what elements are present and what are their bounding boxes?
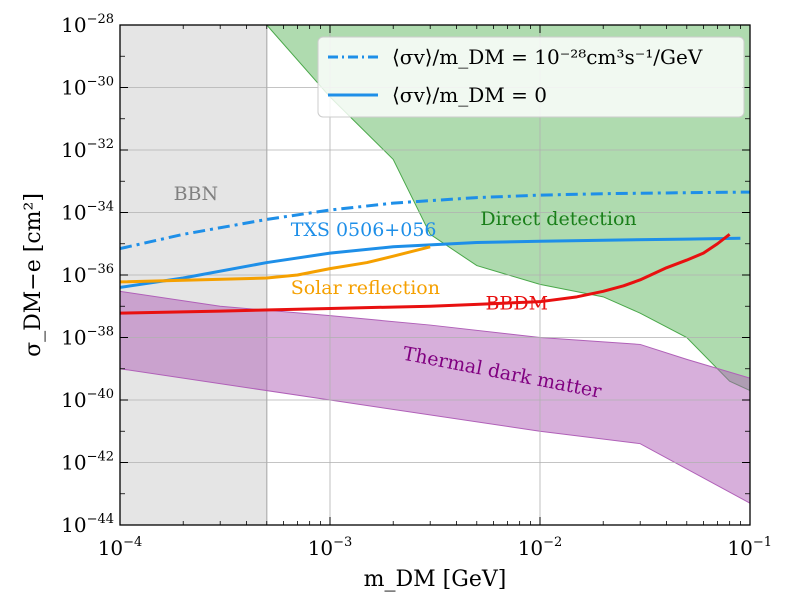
plot-frame xyxy=(119,24,751,526)
series-solar-reflection xyxy=(120,245,431,284)
x-tick-label: 10−4 xyxy=(98,535,143,560)
annotation-bbdm: BBDM xyxy=(485,292,548,314)
series-txs-0506-056-v-m-dm-10 xyxy=(120,190,750,251)
y-tick-label: 10−40 xyxy=(61,387,114,412)
x-tick-label: 10−2 xyxy=(518,535,563,560)
legend-label-dashdot: ⟨σv⟩/m_DM = 10⁻²⁸cm³s⁻¹/GeV xyxy=(392,45,703,69)
series-txs-0506-056-v-m-dm-0 xyxy=(120,236,741,289)
region-thermal-dark-matter xyxy=(120,290,750,504)
y-axis-label: σ_DM−e [cm²] xyxy=(21,193,46,357)
tick-labels: 10−4 10−3 10−2 10−1 10−28 10−30 10−32 10−34 10−3… xyxy=(61,12,772,560)
x-tick-label: 10−3 xyxy=(308,535,353,560)
x-axis-label: m_DM [GeV] xyxy=(364,567,507,592)
legend-label-solid: ⟨σv⟩/m_DM = 0 xyxy=(392,83,547,107)
y-tick-label: 10−30 xyxy=(61,75,114,100)
annotation-txs-0506-056: TXS 0506+056 xyxy=(291,219,437,241)
legend-box xyxy=(317,36,745,118)
annotation-direct-detection: Direct detection xyxy=(480,208,636,230)
y-tick-label: 10−32 xyxy=(61,137,114,162)
annotation-solar-reflection: Solar reflection xyxy=(291,277,440,299)
data-series xyxy=(120,190,750,315)
y-tick-label: 10−34 xyxy=(61,200,114,225)
series-bbdm xyxy=(120,233,731,315)
annotation-bbn: BBN xyxy=(174,183,219,205)
y-tick-label: 10−42 xyxy=(61,450,114,475)
y-tick-label: 10−28 xyxy=(61,12,114,37)
y-tick-label: 10−44 xyxy=(61,512,114,537)
x-tick-label: 10−1 xyxy=(727,535,772,560)
y-tick-label: 10−38 xyxy=(61,325,114,350)
y-tick-label: 10−36 xyxy=(61,262,114,287)
legend: ⟨σv⟩/m_DM = 10⁻²⁸cm³s⁻¹/GeV ⟨σv⟩/m_DM = … xyxy=(317,36,745,118)
